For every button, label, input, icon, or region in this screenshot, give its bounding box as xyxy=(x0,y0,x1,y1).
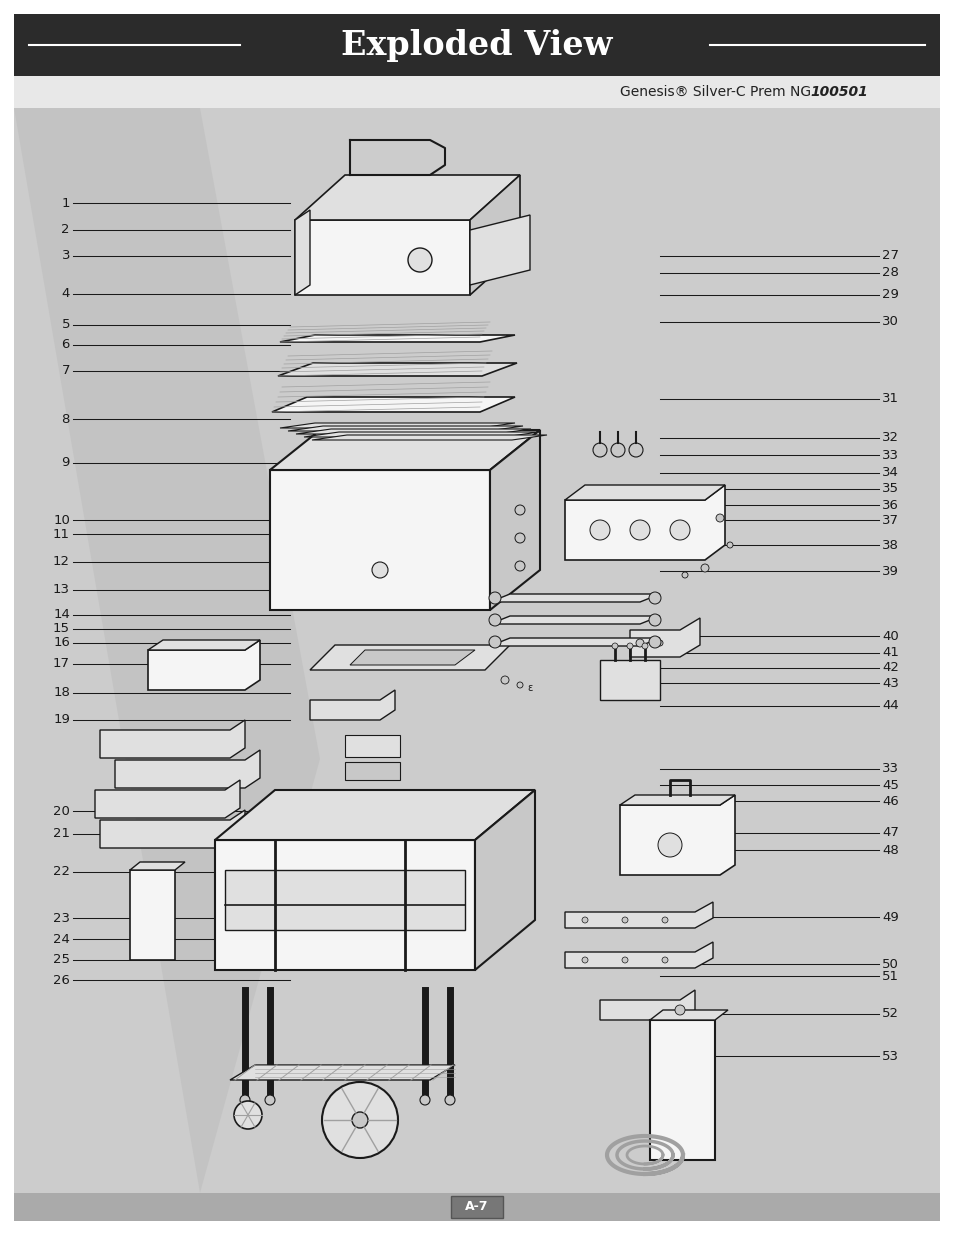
Text: 2: 2 xyxy=(61,224,70,236)
Polygon shape xyxy=(304,432,538,437)
Text: 28: 28 xyxy=(882,267,898,279)
Text: 8: 8 xyxy=(62,412,70,426)
Circle shape xyxy=(636,638,643,647)
Text: 7: 7 xyxy=(61,364,70,377)
Text: Exploded View: Exploded View xyxy=(341,28,612,62)
Polygon shape xyxy=(148,640,260,690)
Polygon shape xyxy=(214,840,475,969)
Circle shape xyxy=(610,443,624,457)
Text: 43: 43 xyxy=(882,677,898,689)
Text: 41: 41 xyxy=(882,646,898,659)
Circle shape xyxy=(240,1095,250,1105)
Circle shape xyxy=(322,1082,397,1158)
Polygon shape xyxy=(277,363,517,375)
Text: 17: 17 xyxy=(53,657,70,671)
Text: 22: 22 xyxy=(53,866,70,878)
Text: 35: 35 xyxy=(882,483,898,495)
Text: 9: 9 xyxy=(62,456,70,469)
FancyBboxPatch shape xyxy=(649,1020,714,1160)
Polygon shape xyxy=(619,795,734,876)
Text: 14: 14 xyxy=(53,608,70,621)
Polygon shape xyxy=(280,335,515,342)
FancyBboxPatch shape xyxy=(14,14,939,1221)
FancyBboxPatch shape xyxy=(451,1195,502,1218)
Text: 45: 45 xyxy=(882,778,898,792)
Circle shape xyxy=(648,614,660,626)
Polygon shape xyxy=(288,426,522,431)
Circle shape xyxy=(444,1095,455,1105)
Text: 11: 11 xyxy=(53,527,70,541)
Text: 49: 49 xyxy=(882,911,898,924)
FancyBboxPatch shape xyxy=(345,735,399,757)
Text: 15: 15 xyxy=(53,622,70,635)
Text: 42: 42 xyxy=(882,662,898,674)
Text: 5: 5 xyxy=(61,319,70,331)
Circle shape xyxy=(489,636,500,648)
Circle shape xyxy=(700,564,708,572)
Text: 40: 40 xyxy=(882,630,898,643)
Text: 1: 1 xyxy=(61,196,70,210)
Circle shape xyxy=(628,443,642,457)
Circle shape xyxy=(352,1112,368,1128)
Text: 53: 53 xyxy=(882,1050,898,1063)
Polygon shape xyxy=(470,175,519,295)
Text: 29: 29 xyxy=(882,288,898,301)
FancyBboxPatch shape xyxy=(225,869,464,930)
Circle shape xyxy=(716,514,723,522)
Circle shape xyxy=(621,918,627,923)
Circle shape xyxy=(515,534,524,543)
Circle shape xyxy=(581,957,587,963)
Polygon shape xyxy=(564,902,712,927)
Polygon shape xyxy=(270,471,490,610)
FancyBboxPatch shape xyxy=(345,762,399,781)
Circle shape xyxy=(726,542,732,548)
Circle shape xyxy=(593,443,606,457)
Circle shape xyxy=(661,918,667,923)
Text: 6: 6 xyxy=(62,338,70,351)
Circle shape xyxy=(589,520,609,540)
Text: 51: 51 xyxy=(882,969,898,983)
Circle shape xyxy=(372,562,388,578)
Text: 50: 50 xyxy=(882,957,898,971)
Text: 3: 3 xyxy=(61,249,70,262)
Polygon shape xyxy=(100,720,245,758)
Text: 38: 38 xyxy=(882,538,898,552)
Polygon shape xyxy=(649,1010,727,1020)
Polygon shape xyxy=(490,594,659,601)
Circle shape xyxy=(517,682,522,688)
Text: 25: 25 xyxy=(53,953,70,966)
Circle shape xyxy=(641,643,647,650)
PathPatch shape xyxy=(14,107,319,1193)
Text: 33: 33 xyxy=(882,762,898,776)
Polygon shape xyxy=(490,430,539,610)
Polygon shape xyxy=(294,175,519,220)
Text: 100501: 100501 xyxy=(809,85,867,99)
Text: Genesis® Silver-C Prem NG: Genesis® Silver-C Prem NG xyxy=(619,85,815,99)
Text: 34: 34 xyxy=(882,466,898,479)
FancyBboxPatch shape xyxy=(14,14,939,77)
Polygon shape xyxy=(564,942,712,968)
Circle shape xyxy=(626,643,633,650)
Polygon shape xyxy=(350,650,475,664)
Text: 27: 27 xyxy=(882,249,898,262)
Polygon shape xyxy=(629,618,700,657)
Polygon shape xyxy=(294,220,470,295)
Text: 4: 4 xyxy=(62,287,70,300)
Polygon shape xyxy=(475,790,535,969)
Circle shape xyxy=(265,1095,274,1105)
Text: 47: 47 xyxy=(882,826,898,840)
FancyBboxPatch shape xyxy=(14,1193,939,1221)
Circle shape xyxy=(661,957,667,963)
Text: 36: 36 xyxy=(882,499,898,511)
Text: 37: 37 xyxy=(882,514,898,527)
Polygon shape xyxy=(280,424,515,429)
Circle shape xyxy=(629,520,649,540)
Circle shape xyxy=(648,592,660,604)
Text: 19: 19 xyxy=(53,714,70,726)
Circle shape xyxy=(489,592,500,604)
Polygon shape xyxy=(490,616,659,624)
Polygon shape xyxy=(310,690,395,720)
Polygon shape xyxy=(148,640,260,650)
Text: 20: 20 xyxy=(53,804,70,818)
